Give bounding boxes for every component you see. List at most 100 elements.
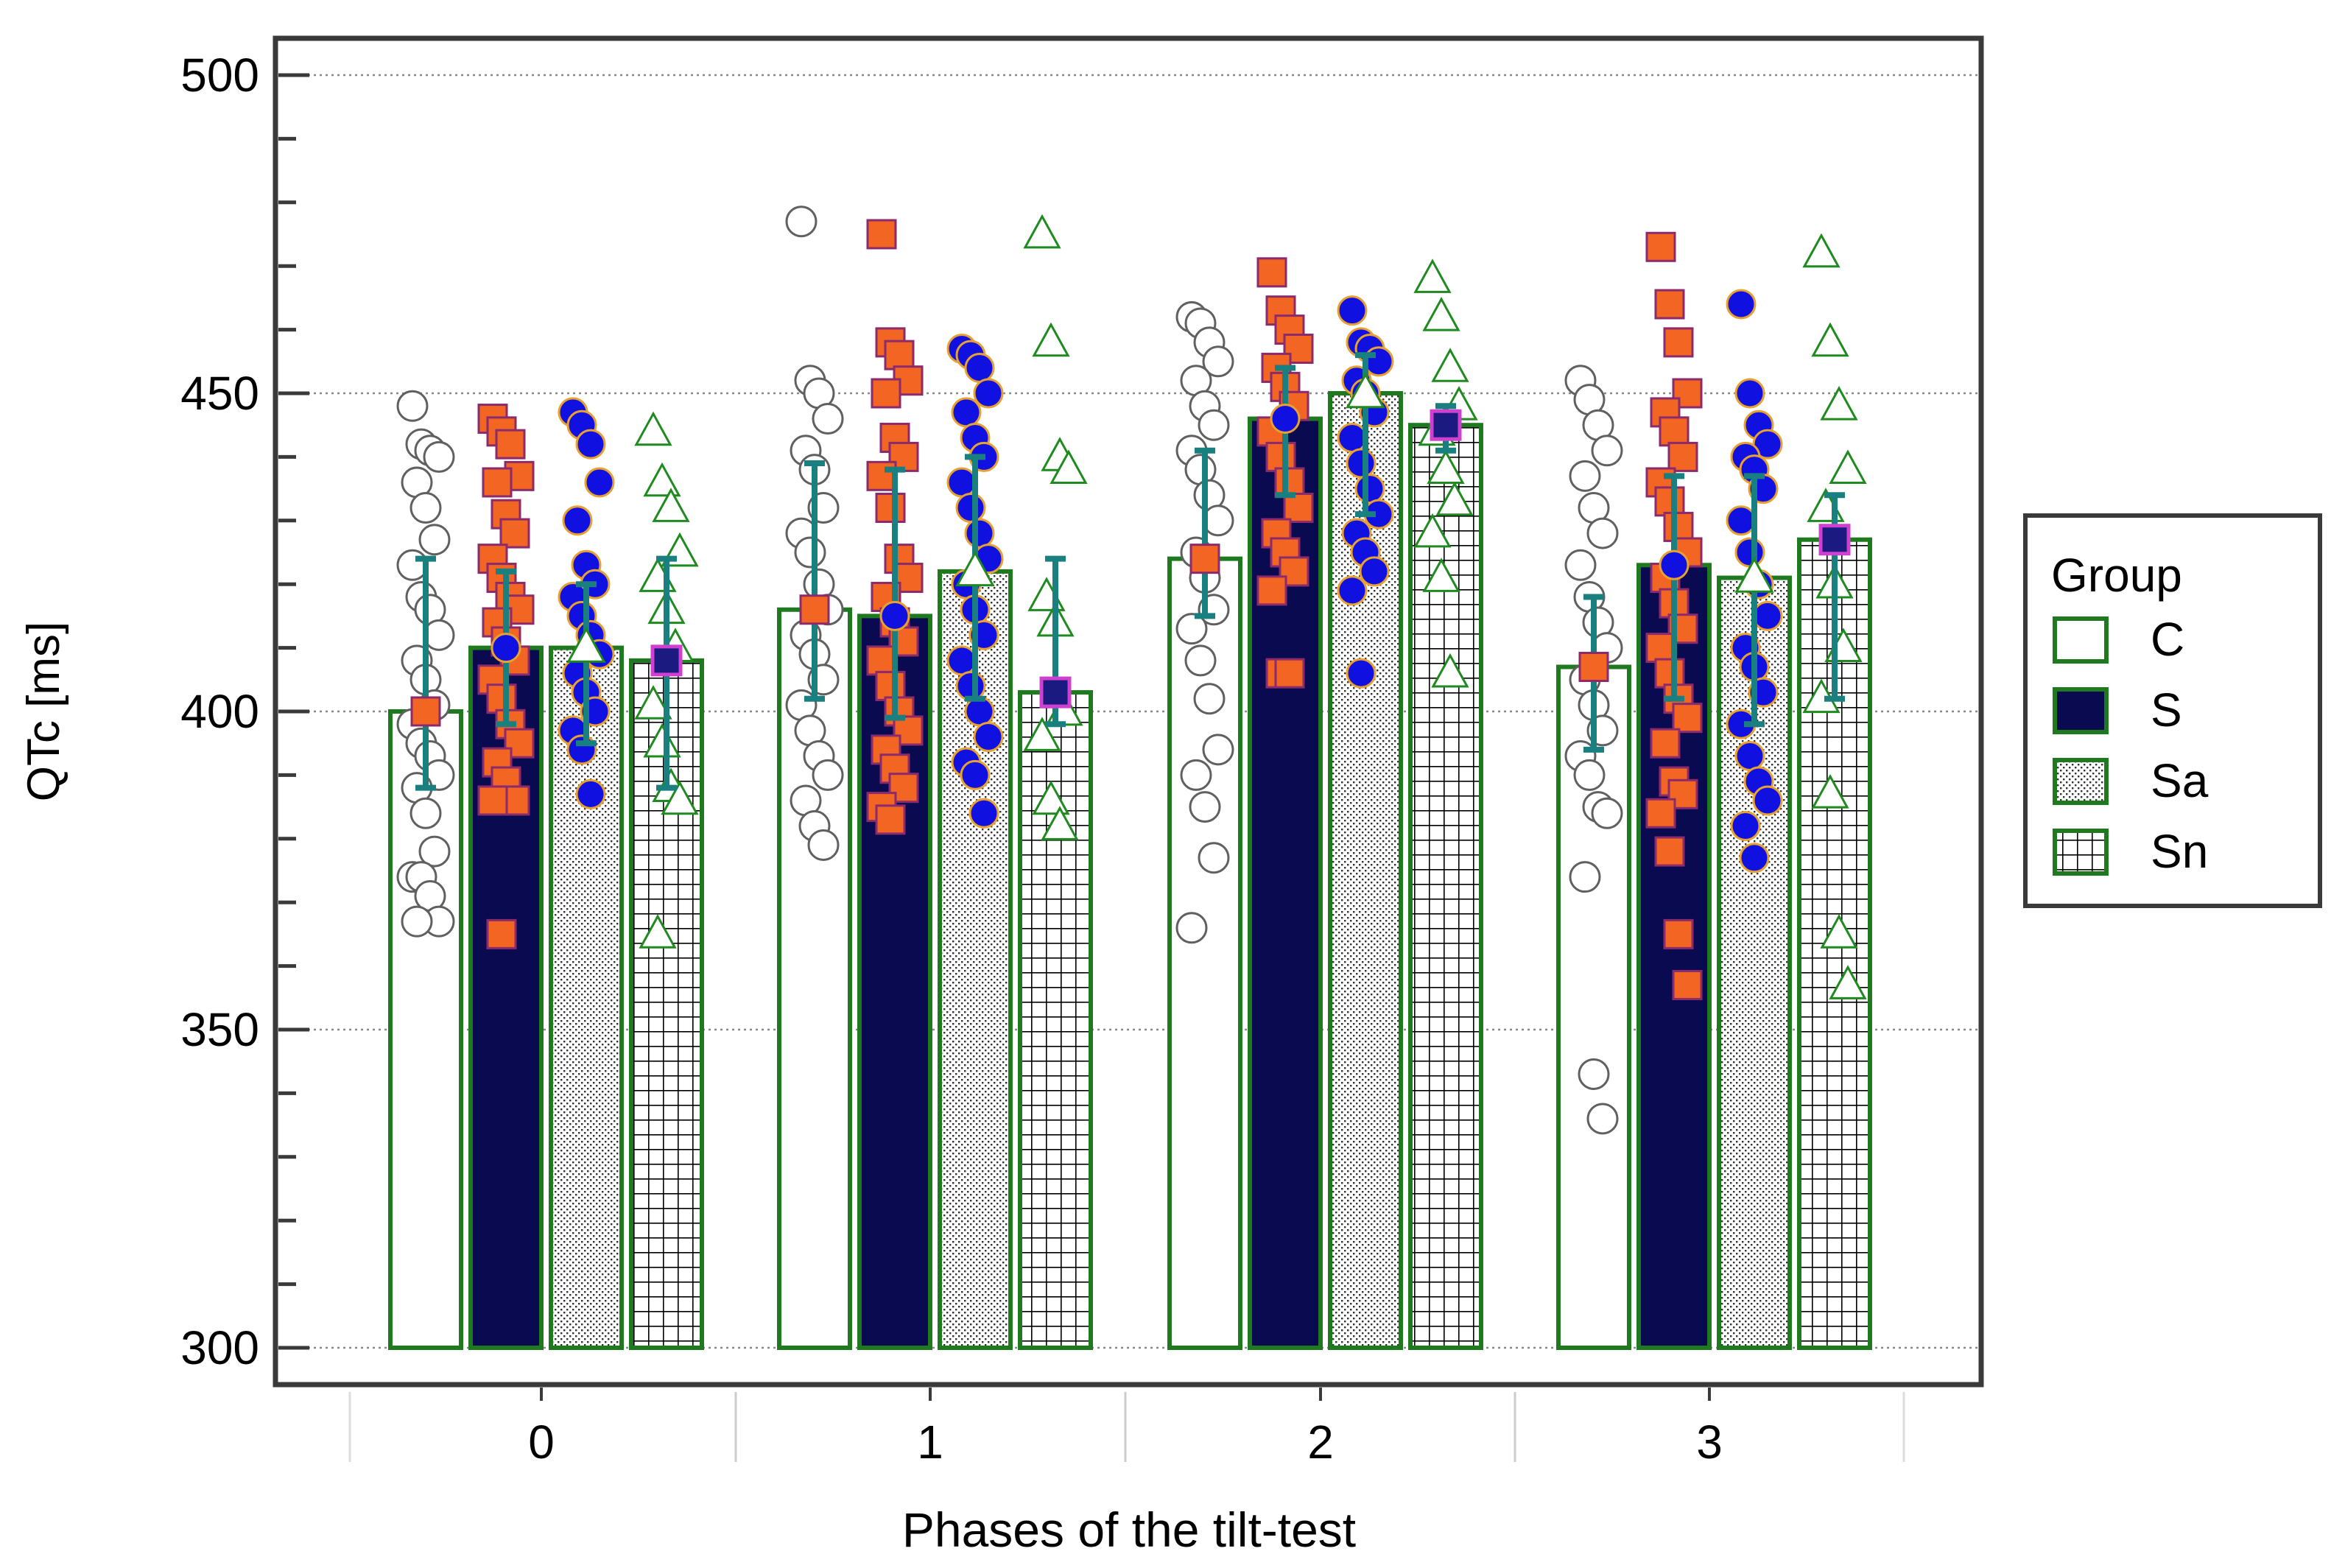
y-tick-label: 350 <box>180 1003 259 1056</box>
data-point-S <box>1650 728 1681 759</box>
y-axis: 300 350 400 450 500 <box>180 49 309 1374</box>
data-point-Sa <box>1739 843 1770 873</box>
legend-label-Sa: Sa <box>2151 754 2209 807</box>
data-point-S <box>893 715 924 746</box>
data-point-C <box>1175 613 1208 645</box>
data-point-Sa <box>964 352 995 383</box>
data-point-Sn <box>1027 577 1066 611</box>
data-point-Sn <box>634 685 672 720</box>
data-point-S <box>495 429 526 460</box>
data-point-S <box>1256 575 1287 606</box>
data-point-Sa <box>1363 346 1394 377</box>
mean-marker-S <box>491 633 521 664</box>
data-point-Sa <box>946 467 977 498</box>
data-point-C <box>794 536 826 569</box>
data-point-C <box>1175 912 1208 944</box>
data-point-S <box>1256 257 1287 288</box>
data-point-Sn <box>1802 233 1840 268</box>
data-point-Sn <box>1422 297 1460 331</box>
data-point-S <box>866 219 897 250</box>
mean-marker-C <box>1578 652 1609 683</box>
legend-swatch-Sn <box>2053 829 2109 876</box>
data-point-Sa <box>1730 811 1761 842</box>
data-point-S <box>875 493 906 524</box>
x-tick-label: 2 <box>1307 1416 1334 1469</box>
data-point-C <box>1569 460 1601 492</box>
data-point-S <box>1654 289 1685 320</box>
data-point-S <box>884 340 915 370</box>
mean-marker-S <box>1270 404 1301 435</box>
data-point-S <box>866 460 897 491</box>
data-point-Sn <box>1023 214 1061 249</box>
mean-marker-Sa <box>1734 557 1774 593</box>
bars <box>388 391 1872 1351</box>
y-tick-label: 300 <box>180 1321 259 1374</box>
data-point-Sn <box>1431 348 1469 382</box>
data-point-S <box>1654 836 1685 867</box>
data-point-Sn <box>1829 965 1867 999</box>
data-point-Sn <box>634 411 672 446</box>
data-point-S <box>1659 416 1690 447</box>
bar-Sn-phase-2 <box>1408 423 1483 1351</box>
data-point-C <box>812 403 844 435</box>
data-point-Sa <box>1354 474 1385 504</box>
legend-swatch-S <box>2053 687 2109 734</box>
legend-title: Group <box>2051 549 2182 602</box>
data-point-Sa <box>584 467 615 498</box>
data-point-Sn <box>1032 322 1070 357</box>
mean-marker-C <box>799 594 830 625</box>
data-point-C <box>1586 1103 1619 1135</box>
data-point-Sa <box>1337 575 1368 606</box>
mean-marker-Sa <box>955 550 995 587</box>
data-point-Sa <box>955 493 986 524</box>
data-point-C <box>418 524 451 556</box>
mean-marker-Sa <box>1346 372 1385 409</box>
data-point-C <box>1180 759 1212 791</box>
data-point-C <box>1591 435 1623 467</box>
data-point-S <box>1663 327 1694 358</box>
data-point-Sn <box>1431 653 1469 688</box>
bar-S-phase-3 <box>1636 563 1712 1350</box>
data-point-C <box>1184 644 1217 677</box>
data-point-S <box>1663 511 1694 542</box>
data-point-Sa <box>1734 378 1765 409</box>
data-point-C <box>423 440 455 473</box>
data-point-Sa <box>566 734 597 765</box>
data-point-Sn <box>1032 780 1070 815</box>
data-point-C <box>807 829 840 861</box>
data-point-Sn <box>1435 481 1474 516</box>
data-point-Sa <box>973 722 1004 753</box>
mean-marker-C <box>1189 544 1220 574</box>
data-point-Sn <box>1820 386 1858 421</box>
data-point-Sn <box>1422 558 1460 592</box>
data-point-S <box>1667 441 1698 472</box>
data-point-Sn <box>1413 513 1452 548</box>
data-point-C <box>1193 683 1226 715</box>
data-point-S <box>1645 633 1676 664</box>
mean-marker-S <box>879 600 910 631</box>
bar-Sn-phase-1 <box>1018 690 1093 1350</box>
mean-markers <box>410 372 1851 727</box>
data-point-Sa <box>575 778 606 809</box>
data-point-S <box>1274 658 1305 689</box>
data-point-Sa <box>968 798 999 829</box>
mean-marker-S <box>1659 549 1690 580</box>
data-point-Sn <box>1050 449 1088 485</box>
data-point-C <box>1202 345 1234 378</box>
data-point-C <box>1573 759 1606 791</box>
mean-marker-Sn <box>1430 409 1462 441</box>
data-point-S <box>486 683 517 714</box>
data-point-Sa <box>1337 422 1368 453</box>
y-axis-label: QTc [ms] <box>18 622 69 802</box>
data-point-Sn <box>652 488 690 522</box>
data-point-S <box>477 785 508 816</box>
x-tick-label: 3 <box>1696 1416 1723 1469</box>
data-point-S <box>871 378 901 409</box>
data-point-Sa <box>1337 295 1368 326</box>
bar-C-phase-2 <box>1167 556 1242 1350</box>
data-point-S <box>486 918 517 949</box>
data-point-C <box>1202 734 1234 766</box>
x-axis: 0 1 2 3 <box>348 1388 1905 1469</box>
data-point-Sa <box>1734 740 1765 771</box>
data-point-Sn <box>1811 774 1849 809</box>
